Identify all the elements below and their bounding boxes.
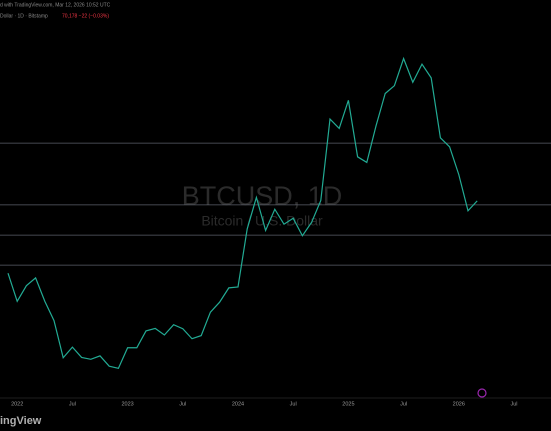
x-tick-label: Jul [510, 401, 517, 407]
quote: 70,178 −22 (−0.03%) [62, 13, 109, 19]
x-tick-label: 2022 [11, 401, 23, 407]
event-icon [477, 388, 487, 398]
x-tick-label: 2026 [453, 401, 465, 407]
watermark-title: BTCUSD, 1D [182, 181, 343, 211]
x-tick-label: Jul [179, 401, 186, 407]
x-tick-label: 2024 [232, 401, 244, 407]
watermark-subtitle: Bitcoin / U.S. Dollar [201, 213, 323, 229]
header: d with TradingView.com, Mar 12, 2026 10:… [0, 2, 111, 8]
x-tick-label: Jul [69, 401, 76, 407]
x-tick-label: 2023 [121, 401, 133, 407]
price-line [7, 56, 478, 370]
symbol-line: Dollar · 1D · Bitstamp [0, 13, 48, 19]
logo: ingView [0, 415, 42, 427]
x-tick-label: Jul [290, 401, 297, 407]
x-tick-label: Jul [400, 401, 407, 407]
x-tick-label: 2025 [342, 401, 354, 407]
